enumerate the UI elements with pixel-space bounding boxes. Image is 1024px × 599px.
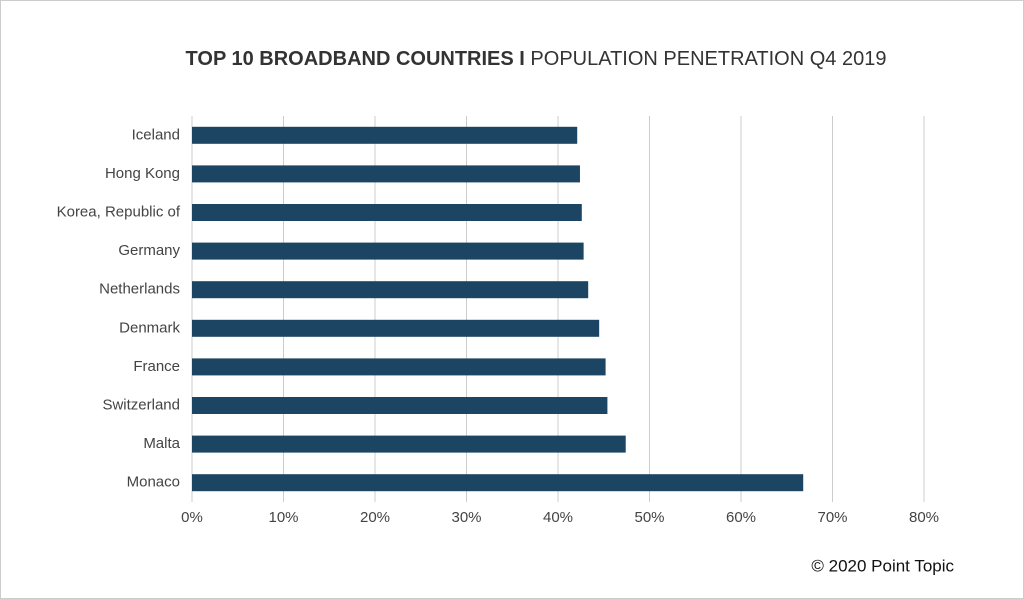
bar <box>192 358 606 376</box>
y-tick-label: Monaco <box>127 474 180 491</box>
x-tick-label: 40% <box>543 509 573 526</box>
title-rest: POPULATION PENETRATION Q4 2019 <box>530 48 886 70</box>
bar <box>192 204 582 221</box>
x-tick-label: 70% <box>817 509 847 526</box>
y-tick-label: Korea, Republic of <box>57 203 181 220</box>
chart-title: TOP 10 BROADBAND COUNTRIES I POPULATION … <box>186 48 887 70</box>
y-tick-label: Hong Kong <box>105 165 180 182</box>
x-tick-label: 20% <box>360 509 390 526</box>
x-tick-label: 10% <box>268 509 298 526</box>
x-tick-label: 80% <box>909 509 939 526</box>
bar <box>192 397 608 414</box>
y-tick-label: Iceland <box>132 126 180 143</box>
bar <box>192 242 584 260</box>
bar <box>192 319 600 337</box>
x-tick-label: 50% <box>634 509 664 526</box>
footer: © 2020 Point Topic <box>811 556 954 575</box>
bar <box>192 281 589 299</box>
bar <box>192 126 578 144</box>
y-tick-label: Netherlands <box>99 281 180 298</box>
y-tick-label: Denmark <box>119 319 180 336</box>
x-tick-label: 30% <box>451 509 481 526</box>
y-tick-label: France <box>133 358 180 375</box>
bar <box>192 474 804 492</box>
bar <box>192 165 580 183</box>
x-tick-label: 60% <box>726 509 756 526</box>
title-bold: TOP 10 BROADBAND COUNTRIES I <box>186 48 525 70</box>
x-tick-label: 0% <box>181 509 203 526</box>
bar <box>192 435 626 453</box>
y-tick-label: Malta <box>143 435 180 452</box>
y-tick-label: Switzerland <box>102 396 180 413</box>
y-tick-label: Germany <box>118 242 180 259</box>
